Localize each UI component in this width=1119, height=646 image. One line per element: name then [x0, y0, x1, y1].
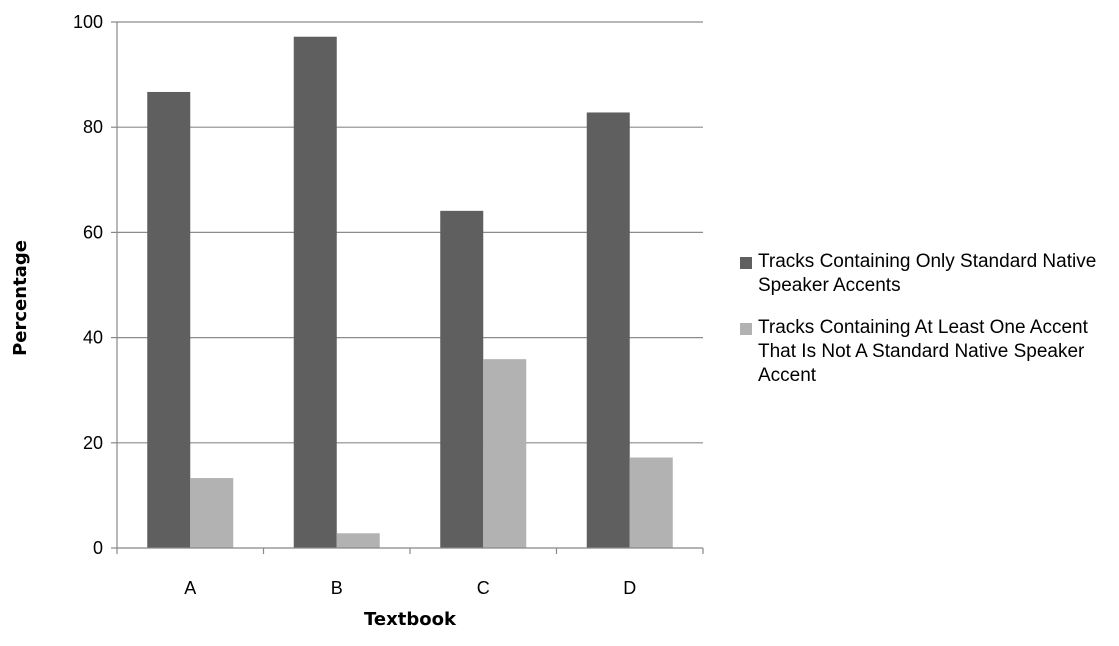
y-tick-label: 60 [83, 222, 103, 242]
x-axis-title: Textbook [364, 609, 457, 630]
bar-C-series-1 [440, 210, 484, 549]
legend-swatch-series-2 [740, 323, 752, 335]
y-tick-label: 20 [83, 433, 103, 453]
y-tick-label: 100 [73, 12, 103, 32]
bar-A-series-1 [147, 91, 191, 548]
y-tick-label: 0 [93, 538, 103, 558]
x-tick-label: C [477, 578, 490, 598]
y-tick-labels: 0 20 40 60 80 100 [73, 12, 103, 558]
x-tick-label: A [184, 578, 196, 598]
bars [147, 36, 673, 549]
legend-item-series-1: Tracks Containing Only Standard Native S… [740, 250, 1110, 298]
x-tick-labels: A B C D [116, 548, 704, 598]
legend-label-series-2: Tracks Containing At Least One Accent Th… [758, 317, 1088, 386]
y-tick-label: 80 [83, 117, 103, 137]
x-tick-label: B [331, 578, 343, 598]
x-tick-label: D [623, 578, 636, 598]
y-tick-label: 40 [83, 328, 103, 348]
legend: Tracks Containing Only Standard Native S… [740, 250, 1110, 406]
legend-label-series-1: Tracks Containing Only Standard Native S… [758, 251, 1097, 296]
legend-item-series-2: Tracks Containing At Least One Accent Th… [740, 316, 1110, 388]
bar-B-series-1 [293, 36, 337, 549]
bar-D-series-1 [586, 112, 630, 549]
y-axis-title: Percentage [10, 240, 31, 356]
bar-D-series-2 [629, 457, 673, 548]
bar-C-series-2 [483, 359, 527, 548]
legend-swatch-series-1 [740, 257, 752, 269]
bar-A-series-2 [190, 478, 234, 548]
bar-B-series-2 [336, 533, 380, 548]
